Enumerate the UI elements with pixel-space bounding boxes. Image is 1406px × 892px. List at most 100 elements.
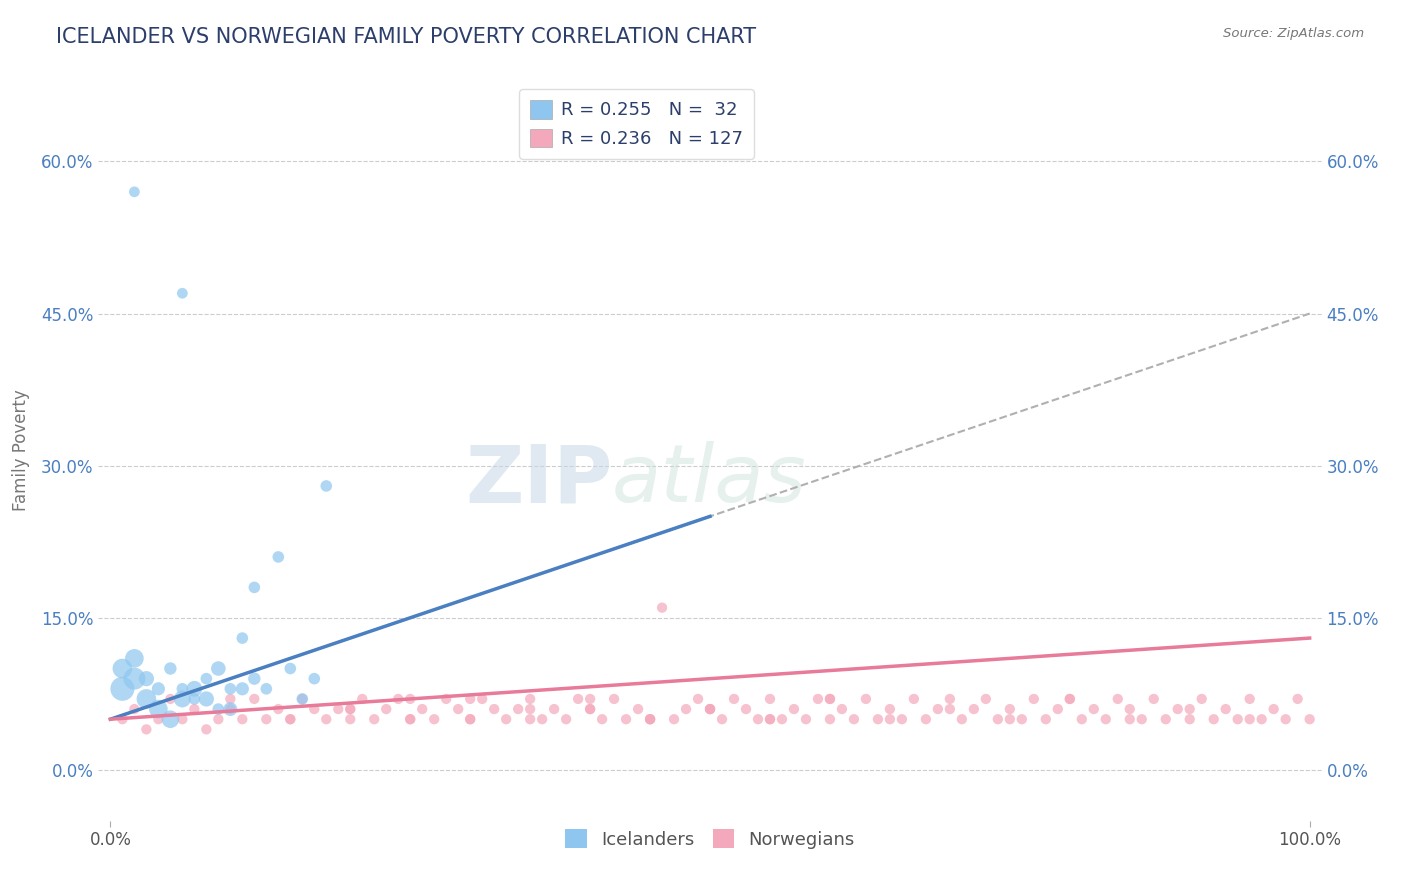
- Point: [278, 661, 301, 675]
- Point: [927, 702, 949, 716]
- Point: [291, 692, 314, 706]
- Point: [1130, 712, 1153, 726]
- Point: [1178, 712, 1201, 726]
- Point: [747, 712, 769, 726]
- Point: [495, 712, 517, 726]
- Point: [638, 712, 661, 726]
- Point: [1239, 692, 1261, 706]
- Text: Source: ZipAtlas.com: Source: ZipAtlas.com: [1223, 27, 1364, 40]
- Point: [1059, 692, 1081, 706]
- Point: [1143, 692, 1166, 706]
- Point: [172, 286, 194, 301]
- Point: [304, 672, 326, 686]
- Point: [411, 702, 433, 716]
- Point: [1191, 692, 1213, 706]
- Point: [794, 712, 817, 726]
- Point: [818, 692, 841, 706]
- Point: [148, 702, 170, 716]
- Point: [458, 712, 481, 726]
- Point: [519, 712, 541, 726]
- Point: [963, 702, 986, 716]
- Point: [291, 692, 314, 706]
- Point: [579, 702, 602, 716]
- Point: [1046, 702, 1069, 716]
- Point: [1274, 712, 1296, 726]
- Point: [519, 702, 541, 716]
- Point: [328, 702, 350, 716]
- Point: [842, 712, 865, 726]
- Point: [278, 712, 301, 726]
- Point: [1250, 712, 1272, 726]
- Point: [591, 712, 613, 726]
- Point: [195, 692, 218, 706]
- Point: [172, 692, 194, 706]
- Point: [567, 692, 589, 706]
- Y-axis label: Family Poverty: Family Poverty: [11, 390, 30, 511]
- Point: [148, 681, 170, 696]
- Point: [614, 712, 637, 726]
- Point: [638, 712, 661, 726]
- Point: [111, 681, 134, 696]
- Point: [759, 712, 782, 726]
- Point: [879, 712, 901, 726]
- Point: [555, 712, 578, 726]
- Point: [651, 600, 673, 615]
- Point: [172, 712, 194, 726]
- Point: [770, 712, 793, 726]
- Point: [339, 702, 361, 716]
- Point: [1215, 702, 1237, 716]
- Point: [783, 702, 806, 716]
- Point: [267, 549, 290, 564]
- Legend: Icelanders, Norwegians: Icelanders, Norwegians: [558, 822, 862, 856]
- Point: [998, 702, 1021, 716]
- Point: [243, 692, 266, 706]
- Point: [1167, 702, 1189, 716]
- Point: [711, 712, 734, 726]
- Point: [1011, 712, 1033, 726]
- Point: [987, 712, 1010, 726]
- Point: [111, 712, 134, 726]
- Point: [818, 712, 841, 726]
- Point: [699, 702, 721, 716]
- Point: [1263, 702, 1285, 716]
- Point: [531, 712, 554, 726]
- Point: [1107, 692, 1129, 706]
- Point: [219, 702, 242, 716]
- Point: [207, 702, 229, 716]
- Point: [903, 692, 925, 706]
- Point: [662, 712, 685, 726]
- Point: [339, 702, 361, 716]
- Point: [818, 692, 841, 706]
- Point: [759, 712, 782, 726]
- Point: [207, 712, 229, 726]
- Point: [243, 672, 266, 686]
- Point: [1239, 712, 1261, 726]
- Point: [135, 672, 157, 686]
- Point: [1022, 692, 1045, 706]
- Point: [974, 692, 997, 706]
- Point: [879, 702, 901, 716]
- Point: [1094, 712, 1116, 726]
- Point: [1226, 712, 1249, 726]
- Point: [1070, 712, 1092, 726]
- Point: [1286, 692, 1309, 706]
- Point: [471, 692, 494, 706]
- Point: [254, 712, 277, 726]
- Point: [1298, 712, 1320, 726]
- Point: [363, 712, 385, 726]
- Point: [159, 661, 181, 675]
- Point: [183, 681, 205, 696]
- Point: [1202, 712, 1225, 726]
- Point: [950, 712, 973, 726]
- Point: [124, 185, 146, 199]
- Point: [735, 702, 758, 716]
- Point: [1059, 692, 1081, 706]
- Point: [579, 692, 602, 706]
- Point: [890, 712, 912, 726]
- Point: [254, 681, 277, 696]
- Point: [579, 702, 602, 716]
- Point: [939, 702, 962, 716]
- Point: [124, 672, 146, 686]
- Point: [519, 692, 541, 706]
- Point: [699, 702, 721, 716]
